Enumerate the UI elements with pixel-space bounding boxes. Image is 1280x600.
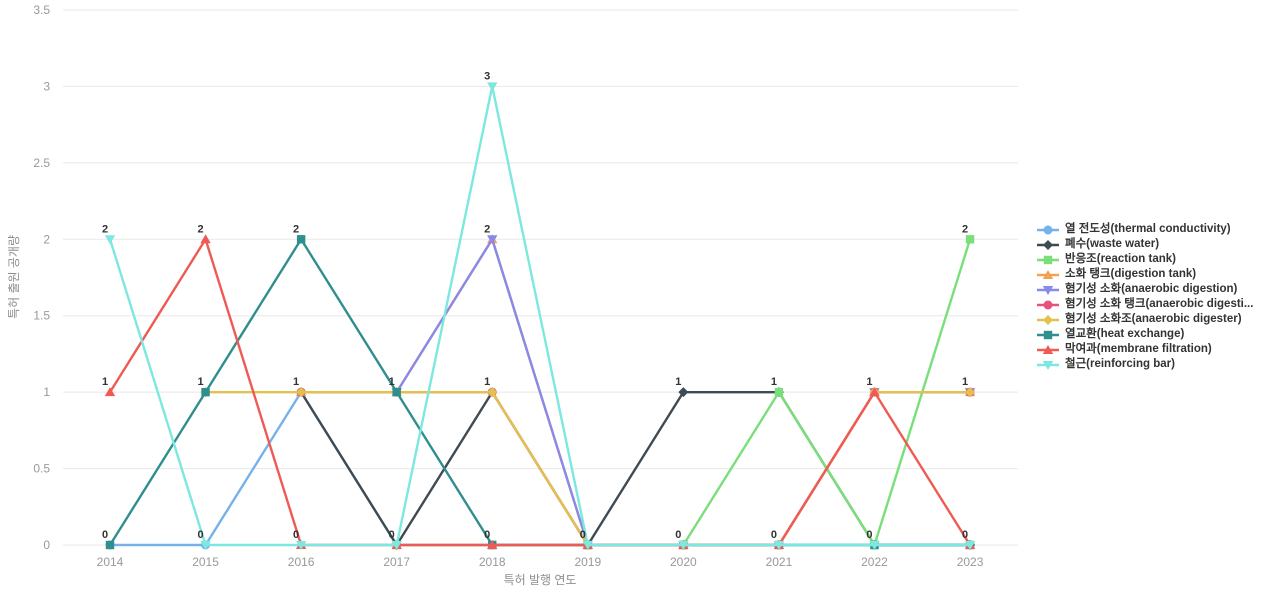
svg-text:0: 0 — [43, 538, 50, 552]
svg-text:2022: 2022 — [861, 555, 888, 569]
legend-item-2[interactable]: 반응조(reaction tank) — [1036, 252, 1253, 267]
point-label: 3 — [484, 70, 490, 82]
legend-label: 혐기성 소화 탱크(anaerobic digesti... — [1065, 298, 1254, 310]
legend-item-9[interactable]: 철근(reinforcing bar) — [1036, 357, 1253, 372]
svg-text:3: 3 — [43, 79, 50, 93]
legend-item-1[interactable]: 폐수(waste water) — [1036, 237, 1253, 252]
legend-label: 열교환(heat exchange) — [1065, 328, 1185, 340]
point-label: 1 — [866, 376, 872, 388]
data-point-labels: 0 1 2 0 1 2 0 1 2 0 1 0 1 2 3 0 0 1 0 1 0 1 0 1 2 — [102, 70, 968, 541]
point-label: 0 — [293, 529, 299, 541]
legend-item-7[interactable]: 열교환(heat exchange) — [1036, 327, 1253, 342]
x-axis-title: 특허 발행 연도 — [504, 572, 577, 587]
legend-item-5[interactable]: 혐기성 소화 탱크(anaerobic digesti... — [1036, 297, 1253, 312]
point-label: 1 — [771, 376, 777, 388]
legend-label: 혐기성 소화(anaerobic digestion) — [1065, 283, 1238, 295]
svg-text:2021: 2021 — [766, 555, 793, 569]
legend-item-0[interactable]: 열 전도성(thermal conductivity) — [1036, 222, 1253, 237]
point-label: 0 — [102, 529, 108, 541]
legend-label: 열 전도성(thermal conductivity) — [1065, 223, 1231, 235]
point-label: 0 — [771, 529, 777, 541]
line-chart-canvas: 0 1 2 0 1 2 0 1 2 0 1 0 1 2 3 0 0 1 0 1 0 1 0 1 2 0 0.5 1 1.5 2 2.5 3 3… — [7, 3, 1018, 587]
y-axis-title: 특허 출원 공개량 — [7, 235, 21, 319]
point-label: 0 — [197, 529, 203, 541]
legend-marker-icon — [1037, 344, 1059, 354]
point-label: 0 — [484, 529, 490, 541]
point-label: 0 — [675, 529, 681, 541]
legend-label: 폐수(waste water) — [1065, 238, 1160, 250]
point-label: 1 — [484, 376, 490, 388]
svg-text:2015: 2015 — [192, 555, 219, 569]
point-label: 2 — [484, 223, 490, 235]
legend: 열 전도성(thermal conductivity) 폐수(waste wate… — [1036, 222, 1253, 372]
svg-text:0.5: 0.5 — [33, 462, 50, 476]
legend-label: 소화 탱크(digestion tank) — [1065, 268, 1197, 280]
legend-marker-icon — [1037, 330, 1059, 339]
point-label: 0 — [962, 529, 968, 541]
point-label: 0 — [866, 529, 872, 541]
legend-label: 반응조(reaction tank) — [1065, 253, 1176, 265]
legend-item-6[interactable]: 혐기성 소화조(anaerobic digester) — [1036, 312, 1253, 327]
legend-marker-icon — [1037, 300, 1059, 309]
svg-text:2.5: 2.5 — [33, 156, 50, 170]
point-label: 2 — [293, 223, 299, 235]
legend-item-3[interactable]: 소화 탱크(digestion tank) — [1036, 267, 1253, 282]
legend-label: 혐기성 소화조(anaerobic digester) — [1065, 313, 1242, 325]
point-label: 1 — [293, 376, 299, 388]
svg-text:2014: 2014 — [97, 555, 124, 569]
svg-text:2018: 2018 — [479, 555, 506, 569]
axis-tick-labels: 0 0.5 1 1.5 2 2.5 3 3.5 2014 2015 2016 2017 2018 2019… — [33, 3, 983, 569]
svg-text:2023: 2023 — [957, 555, 984, 569]
gridlines — [63, 9, 1018, 546]
svg-text:2020: 2020 — [670, 555, 697, 569]
point-label: 2 — [197, 223, 203, 235]
legend-label: 막여과(membrane filtration) — [1065, 343, 1212, 355]
series-lines — [104, 82, 976, 550]
svg-text:2019: 2019 — [574, 555, 601, 569]
svg-text:2016: 2016 — [288, 555, 315, 569]
point-label: 0 — [389, 529, 395, 541]
legend-item-4[interactable]: 혐기성 소화(anaerobic digestion) — [1036, 282, 1253, 297]
svg-text:1: 1 — [43, 385, 50, 399]
legend-marker-icon — [1037, 239, 1059, 250]
point-label: 1 — [197, 376, 203, 388]
legend-marker-icon — [1037, 360, 1059, 370]
point-label: 1 — [102, 376, 108, 388]
svg-text:1.5: 1.5 — [33, 309, 50, 323]
legend-label: 철근(reinforcing bar) — [1065, 358, 1175, 370]
svg-text:2: 2 — [43, 232, 50, 246]
point-label: 0 — [580, 529, 586, 541]
svg-text:2017: 2017 — [383, 555, 410, 569]
legend-marker-icon — [1037, 225, 1059, 234]
point-label: 1 — [962, 376, 968, 388]
legend-marker-icon — [1037, 285, 1059, 295]
legend-marker-icon — [1037, 314, 1059, 325]
point-label: 2 — [102, 223, 108, 235]
svg-text:3.5: 3.5 — [33, 3, 50, 17]
point-label: 1 — [389, 376, 395, 388]
point-label: 2 — [962, 223, 968, 235]
series-9 — [104, 82, 976, 550]
legend-marker-icon — [1037, 269, 1059, 279]
legend-marker-icon — [1037, 255, 1059, 264]
point-label: 1 — [675, 376, 681, 388]
legend-item-8[interactable]: 막여과(membrane filtration) — [1036, 342, 1253, 357]
